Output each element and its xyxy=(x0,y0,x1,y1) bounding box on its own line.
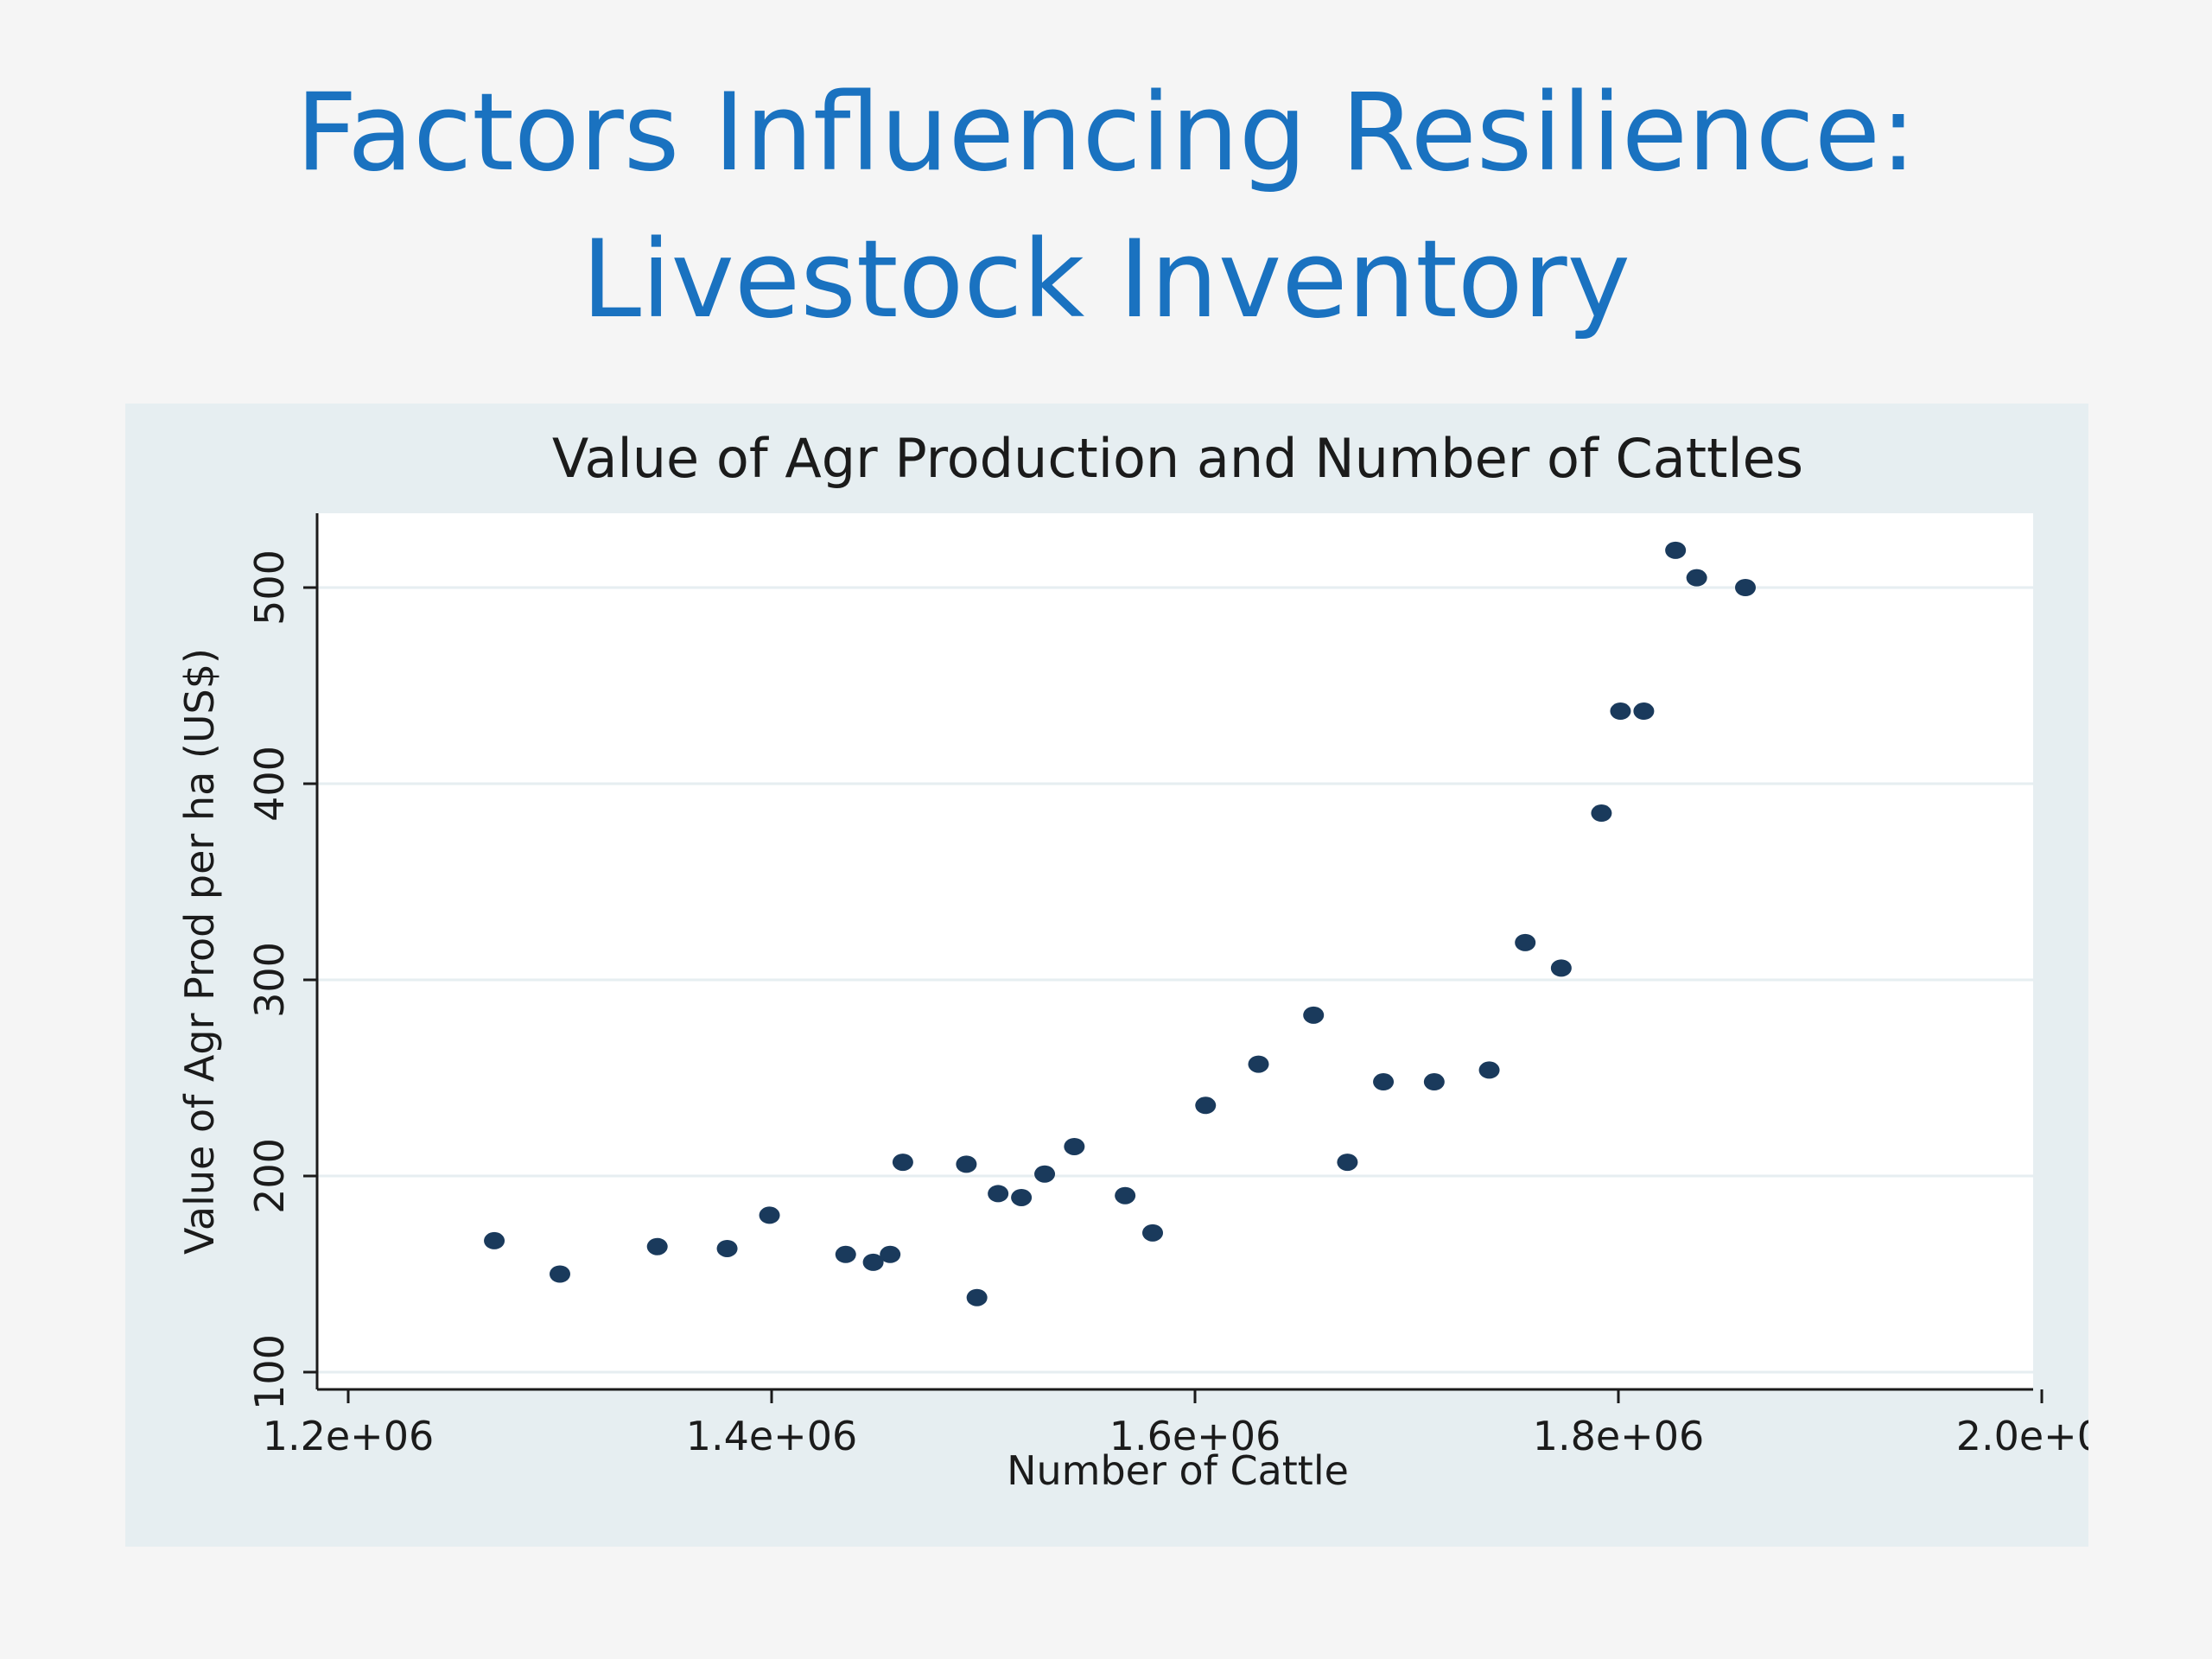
y-tick-label: 200 xyxy=(246,1138,293,1214)
data-point xyxy=(862,1253,884,1271)
chart-title: Value of Agr Production and Number of Ca… xyxy=(552,427,1803,490)
x-axis-label: Number of Cattle xyxy=(1007,1447,1349,1494)
data-point xyxy=(988,1185,1009,1203)
data-point xyxy=(956,1155,977,1173)
data-point xyxy=(1633,702,1655,721)
data-point xyxy=(550,1265,570,1283)
data-point xyxy=(1478,1061,1500,1079)
x-tick-label: 1.2e+06 xyxy=(263,1413,435,1459)
plot-area xyxy=(317,513,2033,1389)
data-point xyxy=(1686,569,1707,587)
data-point xyxy=(484,1231,505,1249)
x-tick-label: 1.6e+06 xyxy=(1109,1413,1281,1459)
data-point xyxy=(1303,1006,1325,1024)
data-point xyxy=(759,1206,780,1224)
data-point xyxy=(835,1245,856,1263)
data-point xyxy=(1610,702,1631,721)
data-point xyxy=(1034,1165,1056,1183)
data-point xyxy=(1195,1096,1217,1115)
data-point xyxy=(1423,1073,1445,1091)
scatter-chart: Value of Agr Production and Number of Ca… xyxy=(176,427,2088,1494)
x-axis-ticks: 1.2e+06 1.4e+06 1.6e+06 1.8e+06 2.0e+06 xyxy=(263,1389,2088,1459)
data-point xyxy=(716,1239,738,1257)
data-point xyxy=(646,1237,668,1255)
data-point xyxy=(1591,804,1612,823)
y-tick-label: 400 xyxy=(246,746,293,822)
chart-panel: Value of Agr Production and Number of Ca… xyxy=(125,404,2088,1547)
data-point xyxy=(1373,1073,1395,1091)
data-points xyxy=(484,541,1756,1306)
x-tick-label: 1.8e+06 xyxy=(1533,1413,1705,1459)
data-point xyxy=(966,1288,988,1306)
y-tick-label: 300 xyxy=(246,942,293,1018)
gridlines xyxy=(317,586,2033,1374)
data-point xyxy=(1115,1186,1136,1205)
slide-title-line-2: Livestock Inventory xyxy=(582,218,1630,342)
data-point xyxy=(1337,1154,1358,1172)
data-point xyxy=(1550,959,1572,977)
data-point xyxy=(1142,1224,1163,1242)
x-tick-label: 2.0e+06 xyxy=(1956,1413,2088,1459)
slide-title-line-1: Factors Influencing Resilience: xyxy=(296,71,1916,195)
data-point xyxy=(1248,1055,1269,1073)
data-point xyxy=(1011,1188,1033,1206)
data-point xyxy=(1735,579,1756,596)
y-tick-label: 500 xyxy=(246,550,293,626)
y-tick-label: 100 xyxy=(246,1334,293,1410)
y-axis-ticks: 100 200 300 400 500 xyxy=(246,550,317,1410)
x-tick-label: 1.4e+06 xyxy=(686,1413,858,1459)
data-point xyxy=(1515,933,1536,951)
data-point xyxy=(892,1154,913,1172)
data-point xyxy=(1665,541,1687,559)
y-axis-label: Value of Agr Prod per ha (US$) xyxy=(176,648,223,1255)
data-point xyxy=(1064,1137,1085,1155)
data-point xyxy=(880,1245,901,1263)
